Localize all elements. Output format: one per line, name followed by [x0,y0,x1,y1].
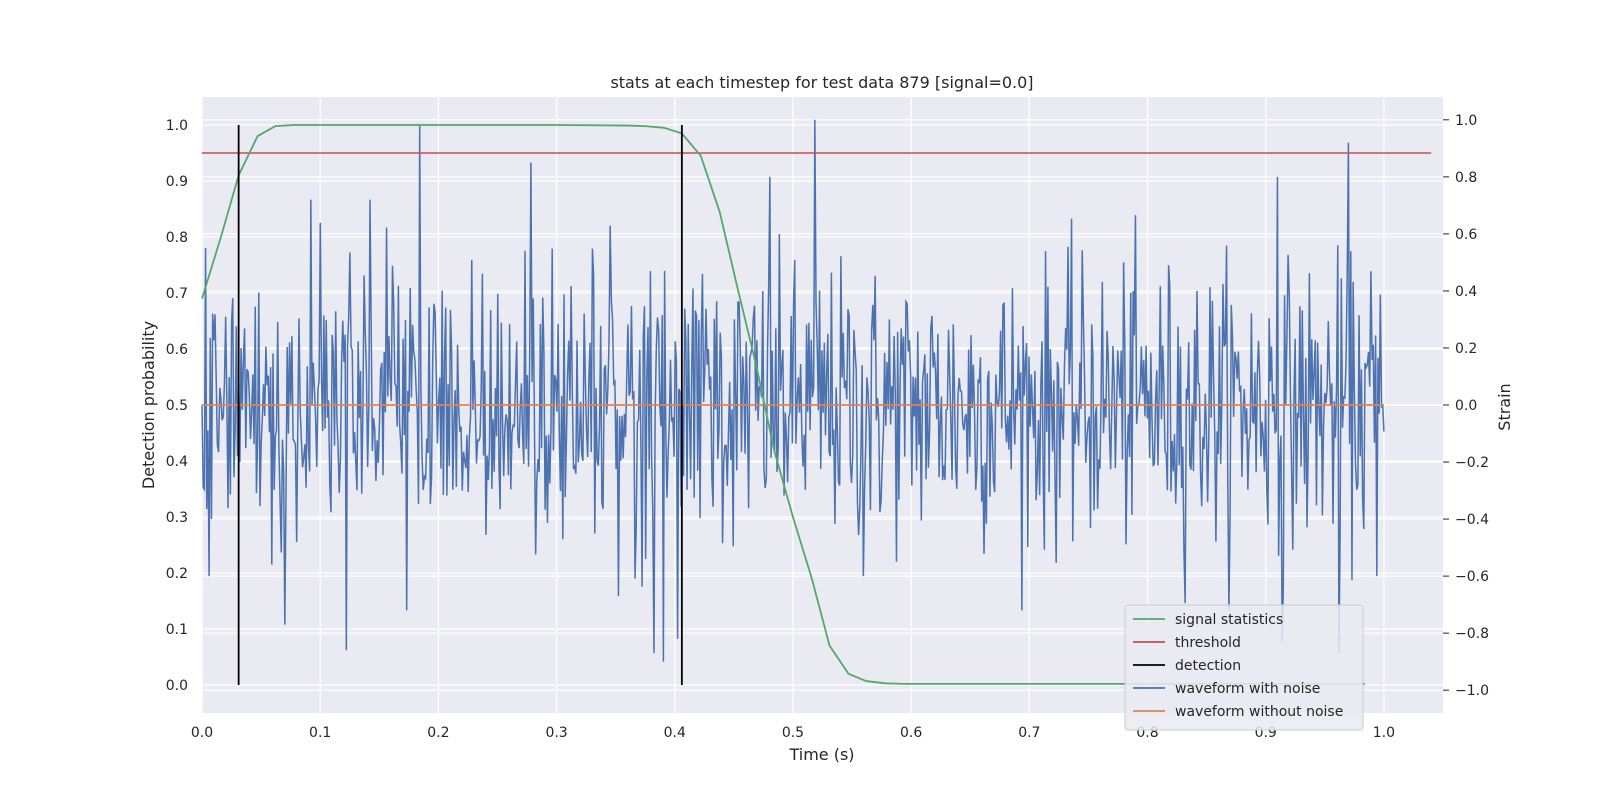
y-right-tick-label: −0.6 [1455,569,1489,585]
y-tick-label: 0.7 [166,286,188,302]
y-right-tick-label: 0.2 [1455,341,1477,357]
y-right-tick-label: −0.2 [1455,455,1489,471]
y-tick-label: 0.9 [166,174,188,190]
x-tick-label: 0.3 [545,725,567,741]
x-tick-label: 0.1 [309,725,331,741]
legend-box [1124,604,1364,731]
legend-label: detection [1175,658,1241,674]
y-tick-label: 0.5 [166,398,188,414]
x-tick-label: 0.4 [664,725,686,741]
legend-label: threshold [1175,635,1241,651]
y-tick-label: 0.3 [166,510,188,526]
y-right-tick-label: 0.6 [1455,227,1477,243]
y-right-tick-labels: −1.0 −0.8 −0.6 −0.4 −0.2 0.0 0.2 0.4 0.6 0.8 1.0 [1443,113,1489,699]
x-tick-label: 0.7 [1018,725,1040,741]
x-tick-label: 0.0 [191,725,213,741]
y-right-tick-label: −0.8 [1455,626,1489,642]
y-right-tick-label: 0.4 [1455,284,1477,300]
x-tick-label: 0.6 [900,725,922,741]
x-tick-label: 0.5 [782,725,804,741]
y-tick-label: 0.4 [166,454,188,470]
series-waveform-with-noise [201,119,1385,662]
y-right-tick-label: −0.4 [1455,512,1489,528]
y-tick-labels: 0.0 0.1 0.2 0.3 0.4 0.5 0.6 0.7 0.8 0.9 1.0 [166,118,188,694]
y-right-tick-label: 0.8 [1455,170,1477,186]
legend: signal statistics threshold detection wavef… [1124,604,1364,731]
y-tick-label: 0.0 [166,678,188,694]
series-signal-statistics [201,124,1365,685]
series-layer [201,119,1432,685]
y-tick-label: 0.8 [166,230,188,246]
y-tick-label: 0.6 [166,342,188,358]
x-tick-label: 0.2 [427,725,449,741]
legend-label: waveform with noise [1175,681,1320,697]
y-axis-label: Detection probability [139,321,158,489]
y-right-tick-label: 0.0 [1455,398,1477,414]
y-right-tick-label: −1.0 [1455,683,1489,699]
y-right-axis-label: Strain [1495,383,1514,430]
legend-label: waveform without noise [1175,704,1343,720]
chart-title: stats at each timestep for test data 879… [610,73,1033,92]
legend-label: signal statistics [1175,612,1283,628]
y-right-tick-label: 1.0 [1455,113,1477,129]
y-tick-label: 1.0 [166,118,188,134]
y-tick-label: 0.1 [166,622,188,638]
x-axis-label: Time (s) [788,745,854,764]
x-tick-label: 1.0 [1373,725,1395,741]
y-tick-label: 0.2 [166,566,188,582]
